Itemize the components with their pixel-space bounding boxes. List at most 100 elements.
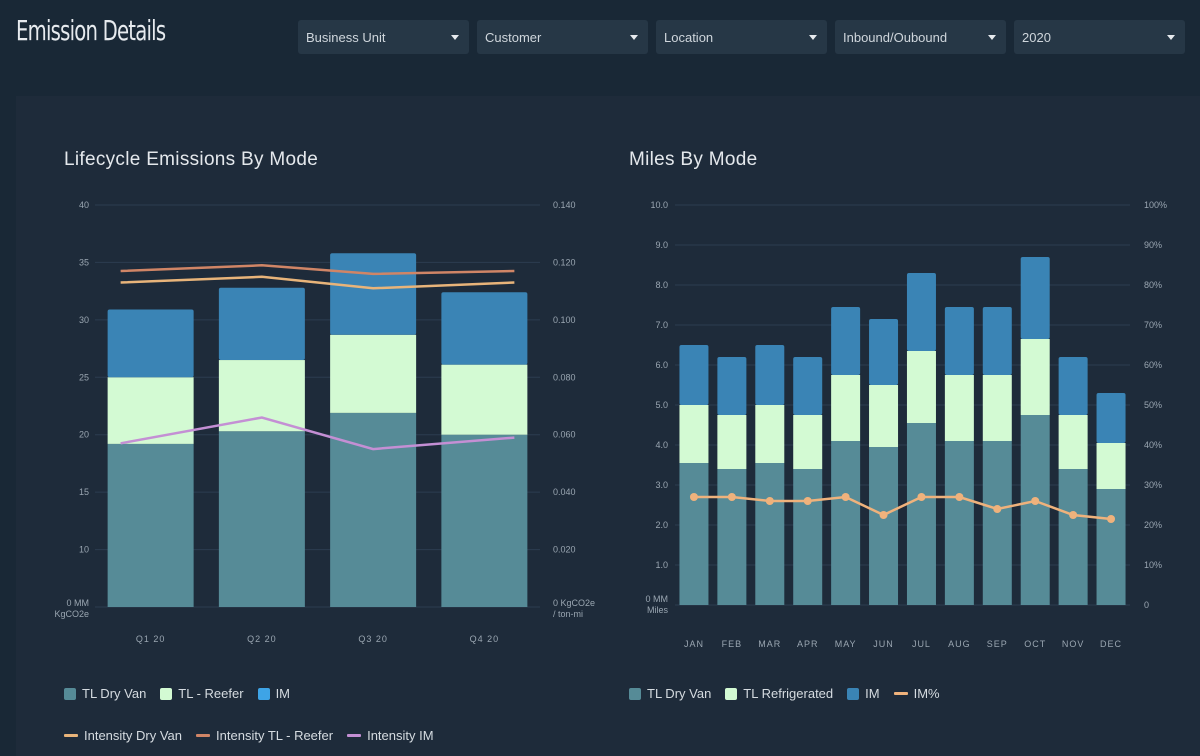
legend-label: Intensity TL - Reefer [216,728,334,743]
y-tick-label: 10 [79,545,89,555]
legend-item[interactable]: Intensity Dry Van [64,728,182,743]
legend-label: Intensity Dry Van [84,728,183,743]
im-pct-point [1031,497,1040,505]
bar-segment-tl-refrigerated [755,405,785,463]
x-tick-label: NOV [1062,639,1085,649]
legend-item[interactable]: TL Dry Van [629,686,711,701]
page-title: Emission Details [16,14,166,47]
filter-inbound-outbound[interactable]: Inbound/Oubound [835,20,1006,54]
legend-item[interactable]: TL Refrigerated [725,686,833,701]
line-intensity-dry-van [120,275,515,290]
bar-segment-tl-dry-van [982,441,1012,605]
bar-segment-im [1058,357,1088,415]
filter-business-unit[interactable]: Business Unit [298,20,469,54]
legend-label: TL Dry Van [647,686,712,701]
legend-line-icon [893,692,908,695]
x-tick-label: MAY [835,639,857,649]
y2-tick-label: 60% [1144,360,1162,370]
filter-year[interactable]: 2020 [1014,20,1185,54]
bar-segment-tl-refrigerated [906,351,936,423]
y-tick-label: 9.0 [655,240,668,250]
im-pct-point [879,511,888,519]
bar-segment-im [107,309,194,378]
im-pct-point [803,497,812,505]
y2-tick-label: 100% [1144,200,1167,210]
bar-segment-tl-refrigerated [982,375,1012,441]
caret-down-icon [451,34,459,40]
x-tick-label: Q4 20 [470,634,500,644]
legend-item[interactable]: IM [847,686,880,701]
legend-swatch-icon [725,687,738,700]
bar-segment-tl-dry-van [755,463,785,605]
legend-item[interactable]: IM [257,686,291,701]
y2-tick-label: 40% [1144,440,1162,450]
y2-tick-label: 10% [1144,560,1162,570]
caret-down-icon [988,34,996,40]
bar-segment-tl-refrigerated [1058,415,1088,469]
legend-label: IM [275,686,291,701]
bar-segment-im [793,357,823,415]
bar-segment-im [831,307,861,375]
legend-line-icon [64,734,78,737]
x-tick-label: FEB [722,639,743,649]
y-tick-label: 2.0 [655,520,668,530]
miles-legend: TL Dry Van TL Refrigerated IM IM% [629,686,940,701]
bar-segment-tl-refrigerated [717,415,747,469]
bar-segment-tl-refrigerated [831,375,861,441]
legend-swatch-icon [847,687,860,700]
y-tick-label: 10.0 [650,200,668,210]
y2-tick-label: 0.020 [553,545,576,555]
y-tick-label: 8.0 [655,280,668,290]
legend-item[interactable]: Intensity IM [347,728,434,743]
filter-label: Inbound/Oubound [843,29,948,45]
bar-segment-im [441,292,528,365]
bar-segment-im [944,307,974,375]
y-tick-label: 6.0 [655,360,668,370]
bar-segment-tl-reefer [107,377,194,444]
legend-swatch-icon [629,687,641,700]
y-tick-label: 15 [79,487,89,497]
y-tick-label: 4.0 [655,440,668,450]
legend-line-icon [196,734,211,737]
bar-segment-tl-refrigerated [869,385,899,447]
filter-location[interactable]: Location [656,20,827,54]
x-tick-label: OCT [1024,639,1046,649]
bar-segment-tl-dry-van [107,443,194,607]
bar-segment-im [717,357,747,415]
y-tick-label: 5.0 [655,400,668,410]
bar-segment-im [679,345,709,405]
lifecycle-legend-bars: TL Dry Van TL - Reefer IM [64,686,290,701]
x-tick-label: JAN [684,639,704,649]
y-tick-label: 35 [79,257,89,267]
legend-item[interactable]: TL Dry Van [64,686,146,701]
bar-segment-im [1020,257,1050,339]
filter-label: Business Unit [306,29,386,45]
x-tick-label: Q3 20 [358,634,388,644]
filter-label: Location [664,29,714,45]
filter-label: Customer [485,29,542,45]
y2-tick-label: 0.080 [553,372,576,382]
bar-segment-tl-reefer [330,334,417,413]
legend-item[interactable]: IM% [893,686,940,701]
x-tick-label: Q2 20 [247,634,277,644]
im-pct-point [993,505,1002,513]
y-tick-label: 1.0 [655,560,668,570]
bar-segment-tl-dry-van [869,447,899,605]
legend-label: TL Dry Van [82,686,147,701]
y2-tick-label: 0 [1144,600,1149,610]
legend-item[interactable]: Intensity TL - Reefer [196,728,333,743]
y2-tick-label: 0.100 [553,315,576,325]
bar-segment-im [982,307,1012,375]
y2-tick-label: 80% [1144,280,1162,290]
im-pct-point [1069,511,1078,519]
filter-label: 2020 [1022,29,1051,45]
x-tick-label: APR [797,639,819,649]
bar-segment-tl-reefer [441,364,528,435]
filter-customer[interactable]: Customer [477,20,648,54]
bar-segment-im [755,345,785,405]
bar-segment-tl-dry-van [831,441,861,605]
bar-segment-tl-refrigerated [1096,443,1126,489]
y-base-unit: Miles [647,605,669,615]
legend-item[interactable]: TL - Reefer [160,686,244,701]
lifecycle-chart-title: Lifecycle Emissions By Mode [64,149,319,170]
